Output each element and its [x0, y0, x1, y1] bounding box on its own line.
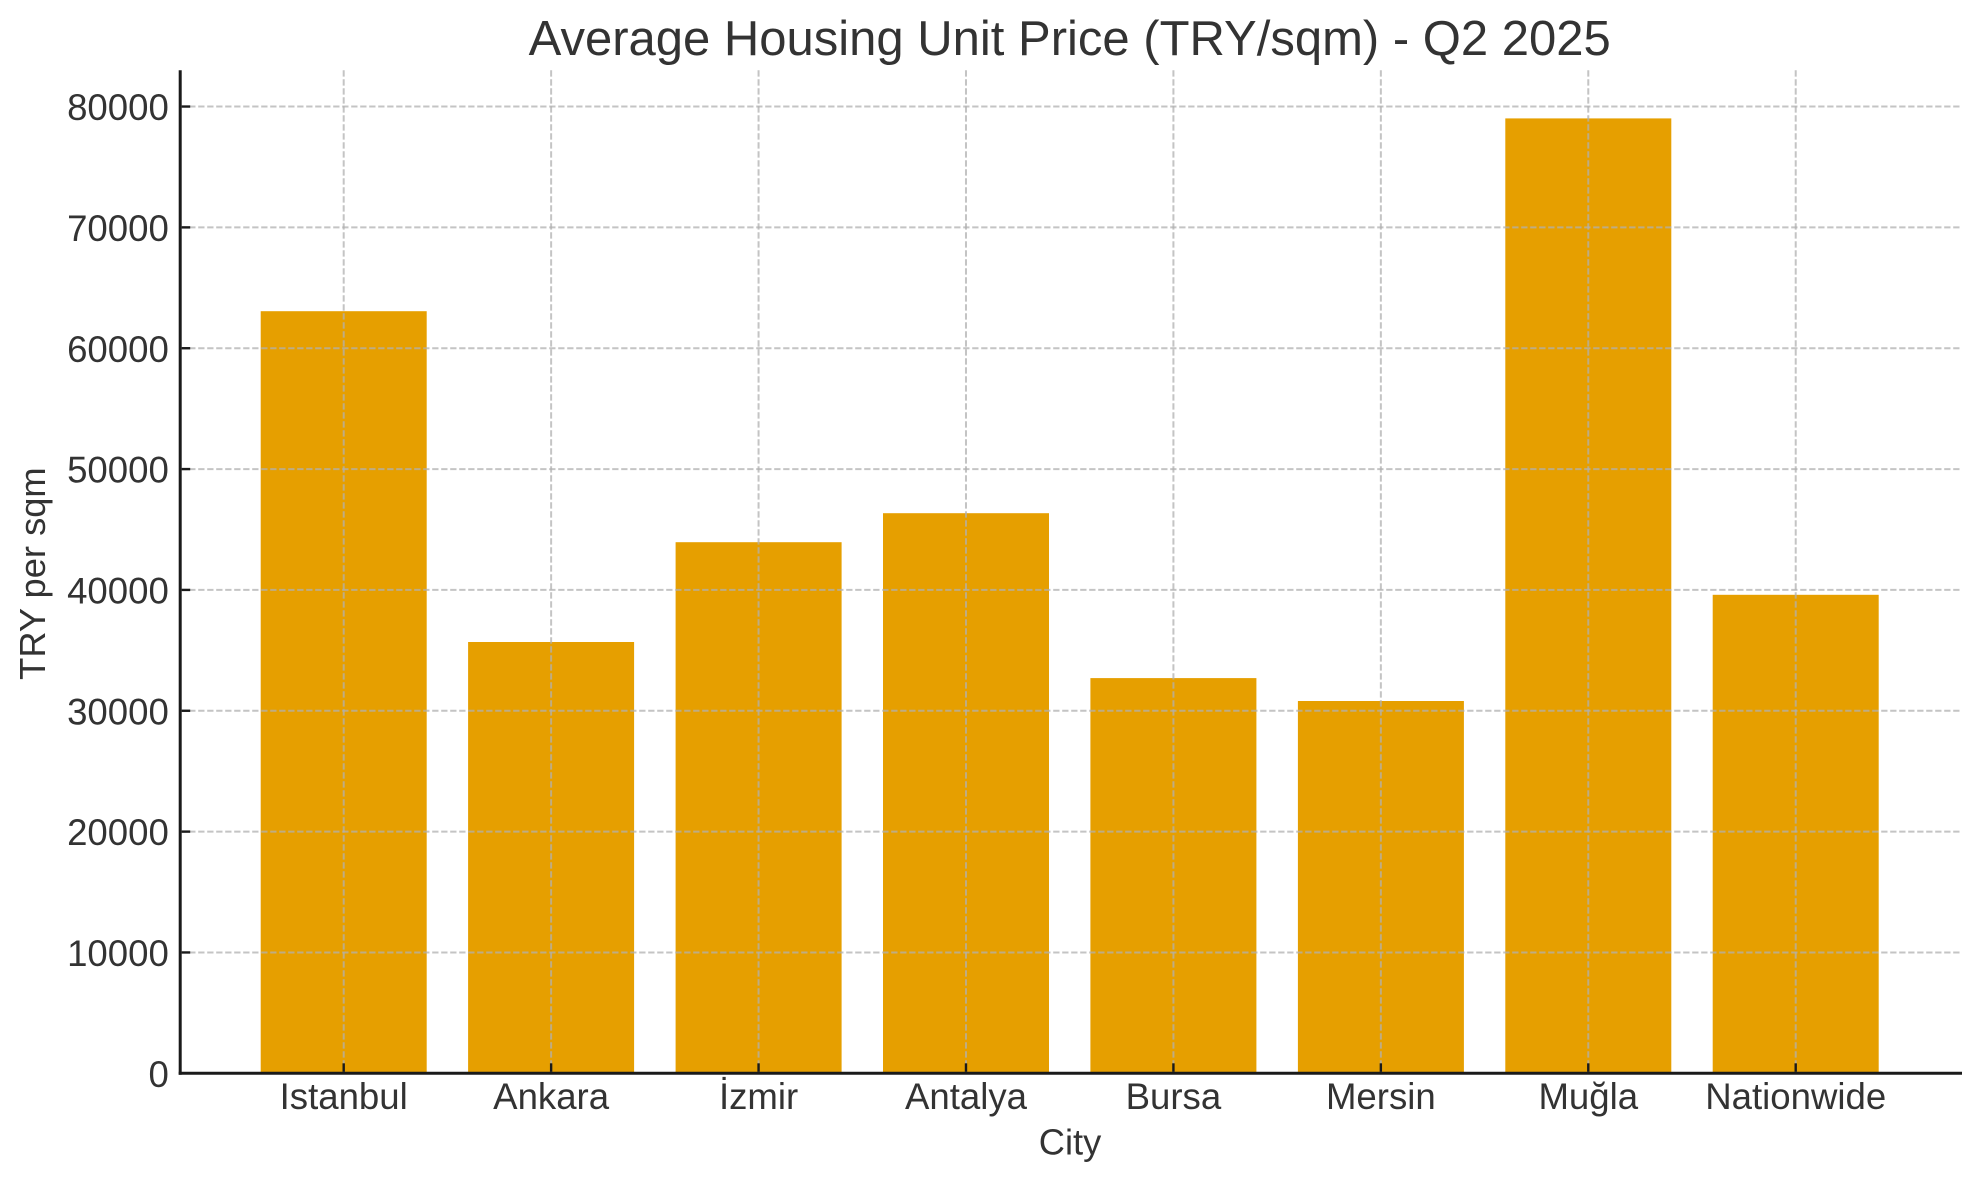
svg-text:TRY per sqm: TRY per sqm — [12, 467, 53, 679]
svg-text:Ankara: Ankara — [493, 1076, 610, 1117]
svg-text:Nationwide: Nationwide — [1705, 1076, 1886, 1117]
svg-text:70000: 70000 — [67, 208, 169, 249]
svg-text:İzmir: İzmir — [719, 1076, 798, 1117]
svg-text:Istanbul: Istanbul — [280, 1076, 408, 1117]
svg-text:60000: 60000 — [67, 329, 169, 370]
svg-text:80000: 80000 — [67, 87, 169, 128]
svg-text:Mersin: Mersin — [1326, 1076, 1436, 1117]
svg-text:10000: 10000 — [67, 933, 169, 974]
svg-text:0: 0 — [148, 1054, 168, 1095]
svg-text:City: City — [1039, 1121, 1102, 1162]
svg-text:40000: 40000 — [67, 571, 169, 612]
svg-text:20000: 20000 — [67, 812, 169, 853]
svg-text:50000: 50000 — [67, 450, 169, 491]
svg-text:Average Housing Unit Price (TR: Average Housing Unit Price (TRY/sqm) - Q… — [529, 12, 1611, 66]
svg-text:Muğla: Muğla — [1538, 1076, 1638, 1117]
svg-text:30000: 30000 — [67, 691, 169, 732]
svg-text:Antalya: Antalya — [905, 1076, 1028, 1117]
svg-text:Bursa: Bursa — [1126, 1076, 1222, 1117]
